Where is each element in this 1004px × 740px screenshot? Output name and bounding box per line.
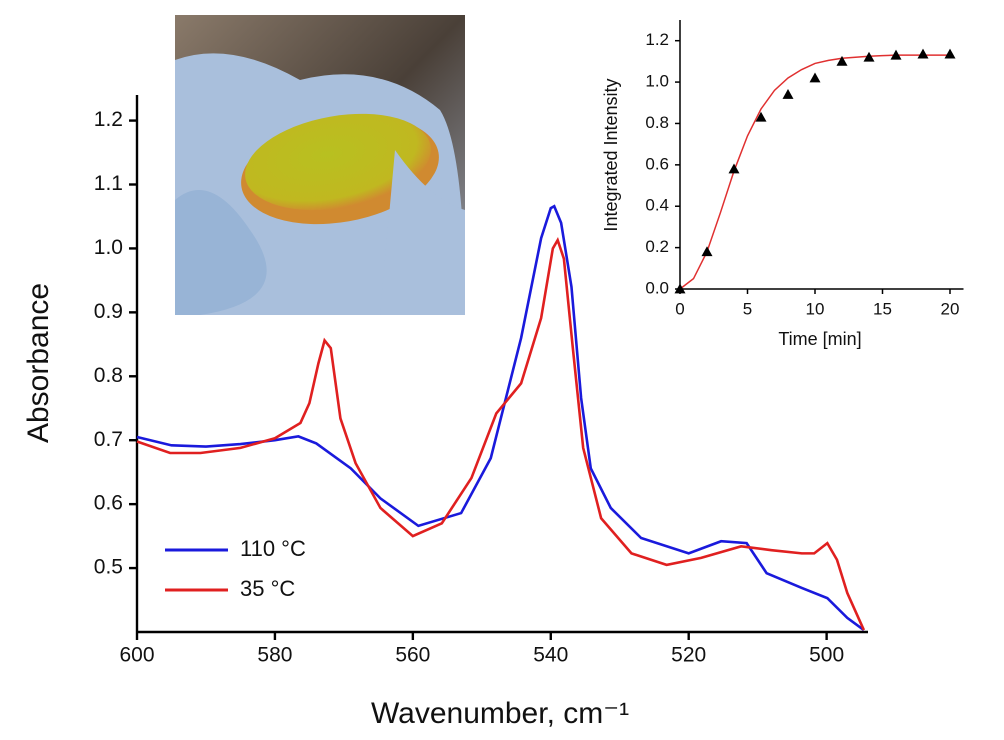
y-tick-label: 0.9 (94, 300, 123, 323)
y-axis-label: Absorbance (22, 283, 55, 443)
legend-label: 110 °C (240, 536, 306, 561)
x-axis-label: Time [min] (778, 329, 861, 349)
y-tick-label: 1.1 (94, 172, 123, 195)
photo (175, 15, 465, 315)
y-axis-label: Integrated Intensity (601, 78, 621, 231)
x-tick-label: 560 (395, 644, 430, 667)
data-point (836, 55, 848, 66)
data-line (679, 54, 950, 290)
data-point (944, 48, 956, 59)
y-tick-label: 0.4 (645, 196, 669, 215)
x-tick-label: 520 (671, 644, 706, 667)
y-tick-label: 0.2 (645, 237, 669, 256)
y-tick-label: 0.6 (645, 154, 669, 173)
x-tick-label: 0 (675, 299, 684, 318)
data-point (917, 48, 929, 59)
y-tick-label: 1.2 (645, 30, 669, 49)
plot-area (674, 48, 956, 294)
x-tick-label: 10 (806, 299, 825, 318)
data-point (809, 72, 821, 83)
legend-label: 35 °C (240, 576, 295, 601)
x-tick-label: 15 (873, 299, 892, 318)
data-point (701, 246, 713, 257)
x-tick-label: 600 (119, 644, 154, 667)
data-point (782, 88, 794, 99)
data-point (890, 49, 902, 60)
x-tick-label: 540 (533, 644, 568, 667)
x-tick-label: 500 (809, 644, 844, 667)
plots: 600 580 560 540 520 5000.50.60.70.80.91.01.11… (22, 20, 964, 730)
plot-area (136, 204, 866, 632)
y-tick-label: 0.5 (94, 556, 123, 579)
data-point (728, 163, 740, 174)
y-tick-label: 1.0 (94, 236, 123, 259)
data-line (136, 236, 866, 631)
x-tick-label: 20 (941, 299, 960, 318)
data-point (863, 51, 875, 62)
y-tick-label: 1.0 (645, 72, 669, 91)
y-tick-label: 1.2 (94, 108, 123, 131)
data-point (674, 283, 686, 294)
y-tick-label: 0.0 (645, 278, 669, 297)
x-tick-label: 5 (743, 299, 752, 318)
y-tick-label: 0.7 (94, 428, 123, 451)
y-tick-label: 0.8 (645, 113, 669, 132)
y-tick-label: 0.8 (94, 364, 123, 387)
x-axis-label: Wavenumber, cm⁻¹ (371, 697, 629, 730)
x-tick-label: 580 (257, 644, 292, 667)
y-tick-label: 0.6 (94, 492, 123, 515)
data-point (755, 111, 767, 122)
